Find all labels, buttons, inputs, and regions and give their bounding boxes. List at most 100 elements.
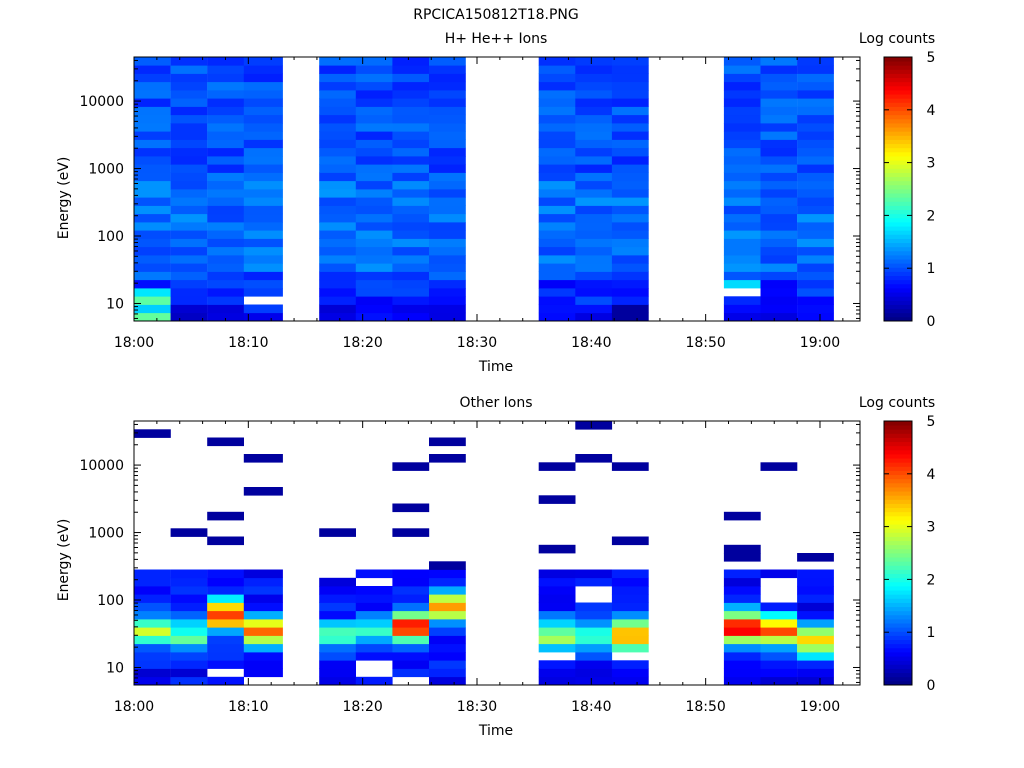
heatmap-cell [538, 197, 576, 206]
colorbar-swatch [884, 312, 912, 318]
heatmap-cell [355, 296, 393, 305]
colorbar-swatch [884, 279, 912, 285]
heatmap-cell [134, 164, 171, 173]
heatmap-cell [207, 271, 244, 281]
heatmap-cell [243, 73, 283, 83]
colorbar-swatch [884, 520, 912, 525]
heatmap-cell [134, 271, 171, 281]
heatmap-cell [392, 610, 430, 620]
heatmap-cell [243, 569, 283, 579]
heatmap-cell [243, 230, 283, 239]
heatmap-cell [723, 602, 761, 612]
x-tick-label: 19:00 [800, 335, 840, 351]
heatmap-cell [611, 213, 649, 223]
heatmap-cell [207, 230, 244, 239]
heatmap-cell [797, 263, 834, 272]
panel-title: Other Ions [459, 395, 532, 411]
heatmap-cell [723, 511, 761, 521]
colorbar-swatch [884, 255, 912, 260]
heatmap-cell [723, 164, 761, 173]
heatmap-cell [723, 139, 761, 149]
colorbar-swatch [884, 222, 912, 227]
colorbar-swatch [884, 429, 912, 434]
heatmap-cell [243, 288, 283, 297]
heatmap-cell [134, 304, 171, 314]
heatmap-cell [392, 57, 430, 66]
colorbar-swatch [884, 565, 912, 570]
heatmap-cell [243, 594, 283, 603]
heatmap-cell [170, 246, 208, 256]
colorbar-swatch [884, 275, 912, 281]
heatmap-cell [797, 271, 834, 281]
heatmap-cell [243, 577, 283, 587]
heatmap-cell [392, 246, 430, 256]
heatmap-cell [207, 81, 244, 91]
heatmap-cell [392, 619, 430, 628]
heatmap-cell [392, 569, 430, 579]
heatmap-cell [611, 65, 649, 74]
heatmap-cell [355, 263, 393, 272]
colorbar-swatch [884, 466, 912, 471]
colorbar-swatch [884, 288, 912, 293]
heatmap-cell [207, 139, 244, 149]
heatmap-cell [355, 114, 393, 124]
heatmap-cell [207, 205, 244, 215]
heatmap-cell [760, 57, 798, 66]
heatmap-cell [392, 73, 430, 83]
colorbar-swatch [884, 647, 912, 653]
heatmap-cell [170, 602, 208, 612]
colorbar-tick-label: 5 [927, 50, 936, 66]
heatmap-cell [355, 81, 393, 91]
heatmap-cell [575, 304, 613, 314]
heatmap-cell [797, 279, 834, 289]
colorbar-swatch [884, 528, 912, 533]
heatmap-cell [243, 246, 283, 256]
heatmap-cell [207, 213, 244, 223]
heatmap-cell [575, 147, 613, 157]
heatmap-cell [611, 172, 649, 182]
heatmap-cell [538, 255, 576, 264]
heatmap-cell [134, 222, 171, 231]
x-tick-label: 18:00 [114, 699, 154, 715]
colorbar-swatch [884, 656, 912, 661]
heatmap-cell [611, 230, 649, 239]
heatmap-cell [538, 90, 576, 99]
colorbar-swatch [884, 499, 912, 504]
heatmap-cell [797, 106, 834, 116]
colorbar-swatch [884, 482, 912, 488]
heatmap-cell [134, 635, 171, 645]
heatmap-cell [207, 156, 244, 165]
heatmap-cell [723, 106, 761, 116]
x-tick-label: 18:40 [571, 699, 611, 715]
heatmap-cell [760, 139, 798, 149]
x-axis-label: Time [478, 723, 513, 739]
colorbar-swatch [884, 143, 912, 149]
heatmap-cell [170, 189, 208, 198]
heatmap-cell [243, 487, 283, 496]
colorbar-swatch [884, 230, 912, 235]
heatmap-cell [611, 123, 649, 132]
heatmap-cell [429, 619, 466, 628]
heatmap-cell [760, 263, 798, 272]
heatmap-cell [134, 619, 171, 628]
heatmap-cell [392, 263, 430, 272]
colorbar-swatch [884, 445, 912, 451]
colorbar-tick-label: 1 [927, 261, 936, 277]
colorbar-tick-label: 5 [927, 414, 936, 430]
heatmap-cell [538, 114, 576, 124]
heatmap-cell [170, 312, 208, 322]
heatmap-cell [611, 635, 649, 645]
heatmap-cell [319, 114, 356, 124]
heatmap-cell [392, 304, 430, 314]
heatmap-cell [207, 577, 244, 587]
heatmap-cell [797, 668, 834, 678]
heatmap-cell [170, 288, 208, 297]
heatmap-cell [797, 197, 834, 206]
heatmap-cell [760, 106, 798, 116]
heatmap-cell [575, 619, 613, 628]
heatmap-cell [429, 454, 466, 463]
heatmap-cell [611, 586, 649, 595]
heatmap-cell [392, 147, 430, 157]
heatmap-cell [611, 312, 649, 322]
colorbar-label: Log counts [859, 395, 935, 411]
